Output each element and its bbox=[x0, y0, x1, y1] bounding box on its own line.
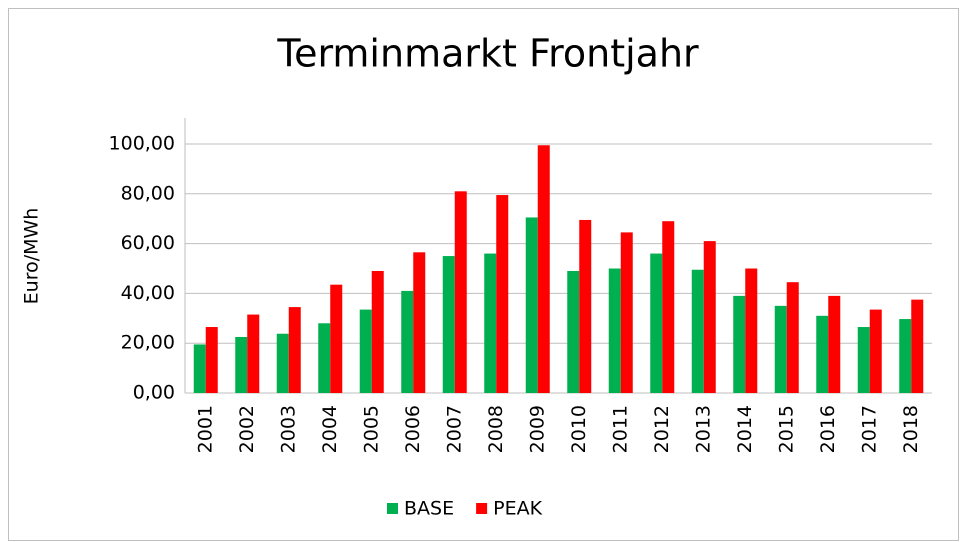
bar bbox=[703, 241, 716, 393]
bar bbox=[857, 327, 870, 393]
bar bbox=[371, 270, 384, 393]
bar bbox=[869, 309, 882, 393]
bar bbox=[454, 191, 467, 393]
x-tick-label: 2011 bbox=[609, 405, 631, 453]
bar bbox=[786, 282, 799, 393]
legend-swatch bbox=[476, 503, 488, 514]
x-tick-label: 2013 bbox=[692, 405, 714, 453]
bar bbox=[828, 295, 841, 393]
x-tick-label: 2008 bbox=[485, 405, 507, 453]
bar bbox=[650, 253, 663, 393]
x-tick-label: 2016 bbox=[817, 405, 839, 453]
bar bbox=[413, 252, 426, 393]
x-tick-label: 2007 bbox=[443, 405, 465, 453]
y-axis-label: Euro/MWh bbox=[21, 208, 43, 305]
bar bbox=[235, 336, 248, 393]
bar bbox=[193, 344, 206, 393]
bar bbox=[318, 323, 331, 393]
bar bbox=[401, 290, 414, 393]
bar bbox=[620, 232, 633, 393]
bar bbox=[579, 219, 592, 393]
chart-border bbox=[8, 8, 959, 541]
bar bbox=[745, 268, 758, 393]
y-tick-label: 100,00 bbox=[109, 133, 175, 155]
x-tick-label: 2015 bbox=[775, 405, 797, 453]
y-tick-label: 40,00 bbox=[121, 282, 175, 304]
y-tick-label: 20,00 bbox=[121, 332, 175, 354]
bar bbox=[608, 268, 621, 393]
legend-swatch bbox=[387, 503, 398, 514]
bar bbox=[359, 309, 372, 393]
x-tick-label: 2006 bbox=[402, 405, 424, 453]
y-tick-label: 80,00 bbox=[121, 182, 175, 204]
y-tick-label: 0,00 bbox=[133, 382, 175, 404]
bar bbox=[330, 284, 343, 393]
x-tick-label: 2012 bbox=[651, 405, 673, 453]
x-tick-label: 2017 bbox=[858, 405, 880, 453]
bar bbox=[816, 315, 829, 393]
bar bbox=[774, 305, 787, 393]
bar bbox=[733, 295, 746, 393]
bar bbox=[484, 253, 497, 393]
x-tick-label: 2003 bbox=[277, 405, 299, 453]
x-tick-label: 2010 bbox=[568, 405, 590, 453]
bar bbox=[525, 217, 538, 393]
x-tick-label: 2009 bbox=[526, 405, 548, 453]
y-tick-label: 60,00 bbox=[121, 232, 175, 254]
legend-label: BASE bbox=[404, 498, 454, 520]
bar bbox=[276, 333, 289, 393]
chart-title: Terminmarkt Frontjahr bbox=[276, 32, 699, 76]
x-tick-label: 2018 bbox=[900, 405, 922, 453]
bar bbox=[205, 327, 218, 393]
x-tick-label: 2005 bbox=[360, 405, 382, 453]
x-tick-label: 2014 bbox=[734, 405, 756, 453]
bar bbox=[442, 256, 455, 393]
bar bbox=[691, 269, 704, 393]
bar bbox=[496, 195, 509, 393]
bar bbox=[567, 270, 580, 393]
x-tick-label: 2004 bbox=[319, 405, 341, 453]
bar bbox=[537, 145, 550, 393]
bar bbox=[247, 314, 260, 393]
legend-label: PEAK bbox=[493, 498, 542, 520]
bar bbox=[288, 307, 301, 393]
x-tick-label: 2001 bbox=[194, 405, 216, 453]
bar bbox=[899, 319, 912, 393]
x-tick-label: 2002 bbox=[236, 405, 258, 453]
bar bbox=[662, 221, 675, 393]
bar bbox=[911, 299, 924, 393]
